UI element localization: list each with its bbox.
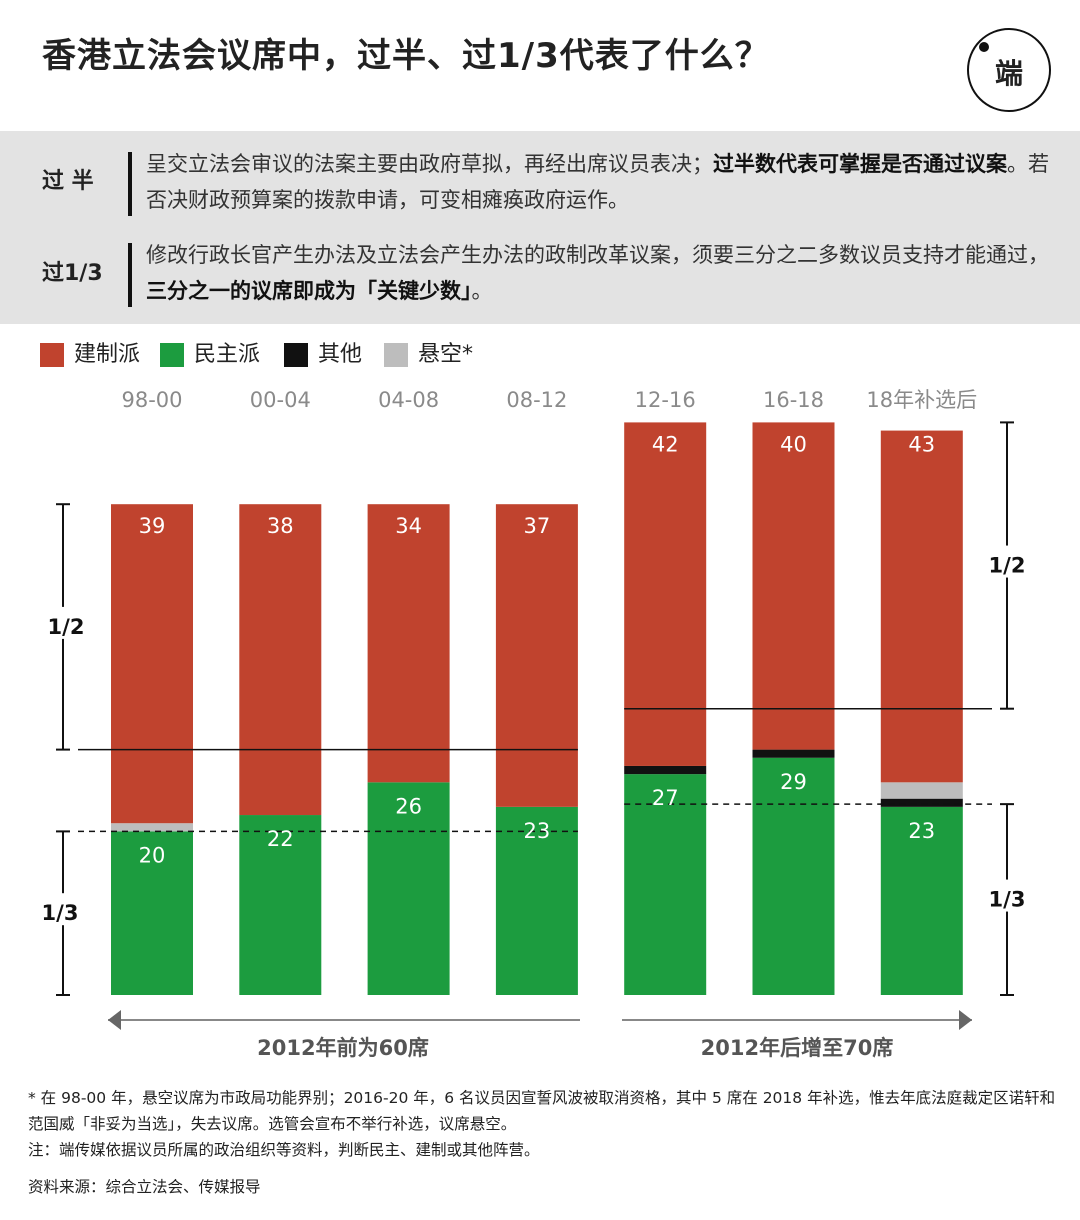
info-divider (128, 152, 132, 216)
bar-segment (624, 765, 707, 775)
info-label-third: 过1/3 (42, 261, 103, 286)
category-label: 16-18 (763, 388, 824, 412)
half-bracket-left-label: 1/2 (48, 615, 85, 639)
stacked-bar-chart: 98-00 00-04 04-08 08-12 12-16 16-18 18年补选后 39 20… (32, 388, 1035, 1060)
footnote-note: 注：端传媒依据议员所属的政治组织等资料，判断民主、建制或其他阵营。 (28, 1141, 540, 1159)
bar-segment (752, 749, 835, 758)
group-arrow-right-head (959, 1010, 972, 1030)
bar-segment (880, 782, 963, 799)
bar-segment (111, 504, 193, 824)
category-label: 04-08 (378, 388, 439, 412)
data-label: 38 (267, 514, 294, 538)
bar-segment (239, 504, 322, 816)
legend-swatch (40, 343, 64, 367)
group-label: 2012年后增至70席 (701, 1036, 894, 1060)
third-bracket-left-label: 1/3 (42, 901, 79, 925)
logo-dot-icon (979, 42, 989, 52)
info-text-half: 呈交立法会审议的法案主要由政府草拟，再经出席议员表决；过半数代表可掌握是否通过议… (146, 152, 1049, 212)
data-label: 27 (652, 786, 679, 810)
bar-segment (495, 504, 578, 807)
bar-segment (752, 422, 835, 750)
data-label: 26 (395, 794, 422, 818)
bar-segment (880, 798, 963, 807)
data-label: 23 (908, 819, 935, 843)
legend-swatch (160, 343, 184, 367)
bar-segment (752, 757, 835, 995)
info-label-half: 过 半 (42, 169, 94, 194)
legend-label: 悬空* (418, 342, 474, 367)
legend-label: 民主派 (194, 342, 261, 367)
legend-swatch (384, 343, 408, 367)
data-label: 43 (908, 432, 935, 456)
legend-label: 其他 (318, 342, 363, 367)
data-label: 23 (524, 819, 551, 843)
data-label: 42 (652, 432, 679, 456)
third-bracket-right-label-bg (979, 879, 1035, 912)
info-text-third: 修改行政长官产生办法及立法会产生办法的政制改革议案，须要三分之二多数议员支持才能… (146, 243, 1049, 303)
category-label: 00-04 (250, 388, 311, 412)
page-title: 香港立法会议席中，过半、过1/3代表了什么？ (42, 36, 770, 76)
info-divider (128, 243, 132, 307)
bar-segment (111, 831, 193, 995)
bar-segment (624, 774, 707, 995)
data-label: 22 (267, 827, 294, 851)
half-bracket-right-label: 1/2 (989, 554, 1026, 578)
bar-segment (495, 806, 578, 995)
bar-segment (880, 806, 963, 995)
legend-label: 建制派 (74, 342, 141, 367)
bar-segment (880, 430, 963, 783)
half-bracket-right-label-bg (979, 545, 1035, 578)
category-label: 12-16 (635, 388, 696, 412)
bar-segment (624, 422, 707, 766)
data-label: 29 (780, 770, 807, 794)
category-label: 08-12 (506, 388, 567, 412)
third-bracket-right-label: 1/3 (989, 888, 1026, 912)
source-note: 资料来源：综合立法会、传媒报导 (28, 1178, 261, 1196)
info-box: 过 半 呈交立法会审议的法案主要由政府草拟，再经出席议员表决；过半数代表可掌握是… (0, 131, 1080, 324)
data-label: 20 (139, 843, 166, 867)
category-label: 18年补选后 (866, 388, 977, 412)
data-label: 37 (524, 514, 551, 538)
data-label: 40 (780, 432, 807, 456)
third-bracket-left-label-bg (32, 893, 88, 926)
group-label: 2012年前为60席 (257, 1036, 429, 1060)
half-bracket-left-label-bg (38, 606, 94, 639)
bar-segment (367, 504, 450, 783)
logo-text: 端 (994, 57, 1023, 90)
brand-logo: 端 (967, 28, 1051, 112)
bar-segment (239, 815, 322, 995)
data-label: 39 (139, 514, 166, 538)
footnote-asterisk: * 在 98-00 年，悬空议席为市政局功能界别；2016-20 年，6 名议员… (28, 1089, 1056, 1133)
data-label: 34 (395, 514, 422, 538)
bar-segment (367, 782, 450, 995)
bar-segment (111, 823, 193, 832)
group-arrow-left-head (108, 1010, 121, 1030)
legend-swatch (284, 343, 308, 367)
category-label: 98-00 (121, 388, 182, 412)
